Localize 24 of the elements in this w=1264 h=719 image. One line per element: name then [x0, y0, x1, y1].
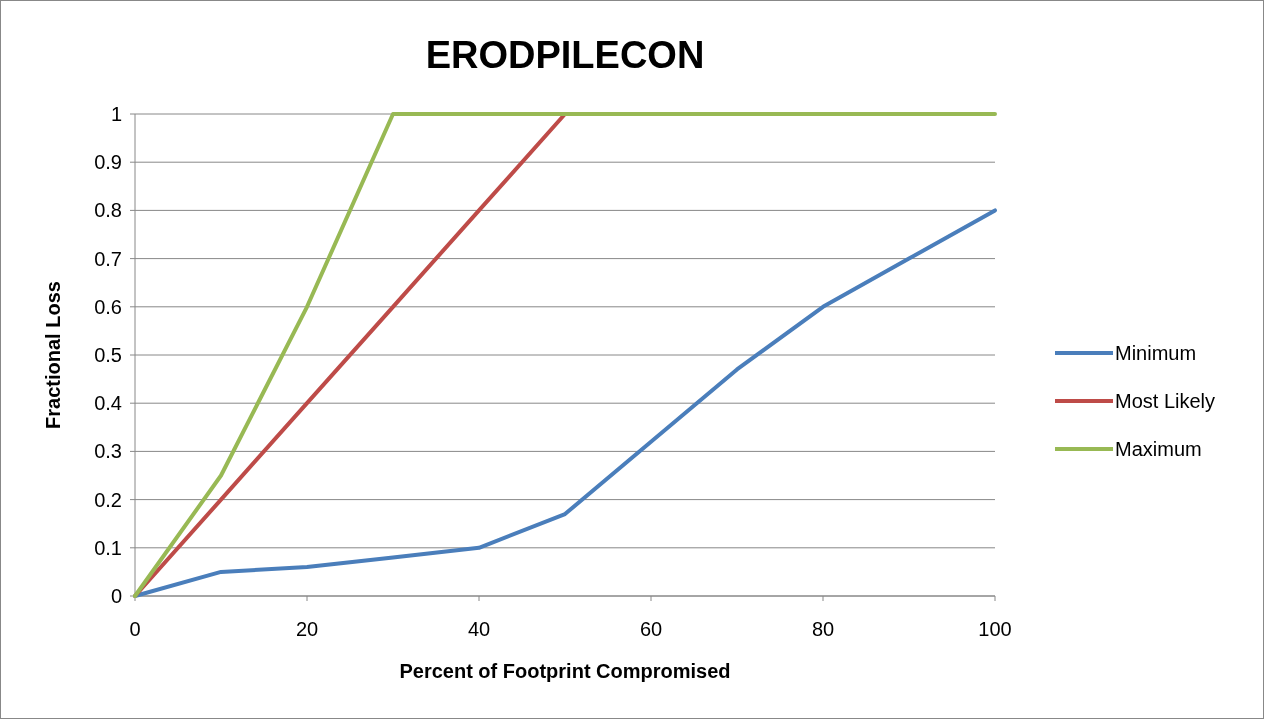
x-tick-label: 40	[467, 618, 491, 640]
x-tick-label: 20	[295, 618, 319, 640]
y-tick-label: 1	[110, 103, 122, 125]
y-axis-title: Fractional Loss	[42, 281, 64, 429]
y-tick-label: 0.6	[94, 295, 122, 318]
legend-label: Maximum	[1115, 438, 1202, 460]
y-tick-label: 0.8	[94, 199, 122, 222]
y-tick-label: 0.1	[94, 536, 122, 559]
x-tick-label: 0	[129, 618, 141, 640]
x-tick-label: 100	[978, 618, 1012, 640]
chart-title: ERODPILECON	[425, 34, 705, 76]
line-series	[133, 112, 997, 598]
y-tick-label: 0.9	[94, 151, 122, 174]
y-tick-label: 0.7	[94, 247, 122, 270]
y-tick-label: 0	[110, 585, 122, 607]
legend-label: Most Likely	[1115, 390, 1216, 412]
x-tick-label: 80	[811, 618, 835, 640]
x-axis-title: Percent of Footprint Compromised	[399, 660, 731, 682]
y-tick-label: 0.3	[94, 440, 122, 463]
y-tick-label: 0.4	[94, 392, 122, 415]
legend-label: Minimum	[1115, 342, 1197, 364]
y-tick-label: 0.5	[94, 344, 122, 366]
x-tick-label: 60	[639, 618, 663, 640]
y-tick-label: 0.2	[94, 488, 122, 511]
